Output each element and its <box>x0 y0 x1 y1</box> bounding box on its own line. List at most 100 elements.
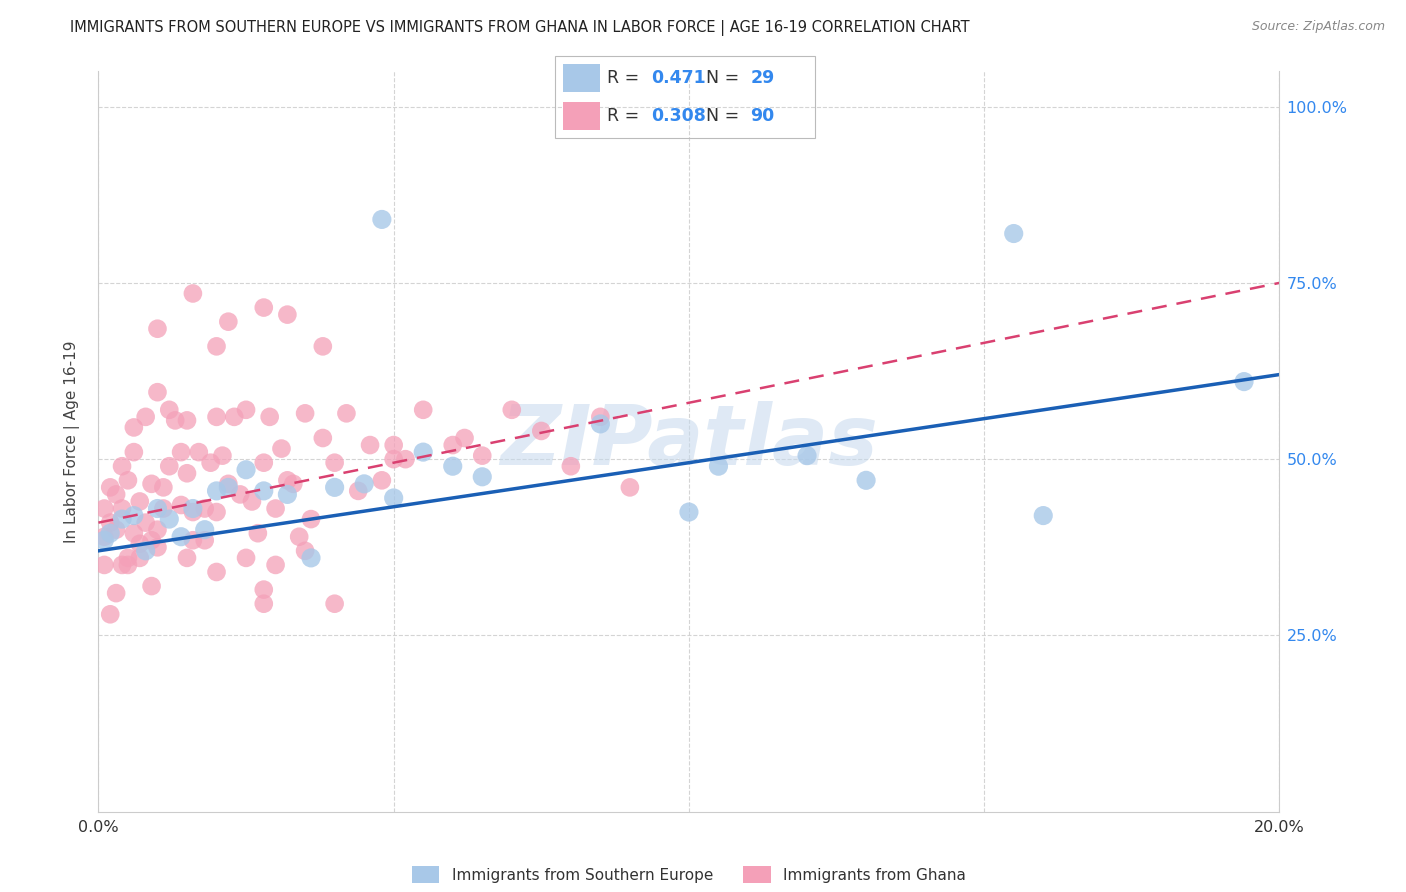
Point <box>299 550 322 565</box>
Point <box>501 402 523 417</box>
Point <box>276 487 298 501</box>
Point <box>146 541 169 555</box>
Point <box>181 501 204 516</box>
Point <box>146 322 169 336</box>
Point <box>441 438 464 452</box>
Point <box>176 467 198 481</box>
Point <box>560 459 582 474</box>
Point <box>128 494 150 508</box>
Point <box>122 445 145 459</box>
Point <box>170 530 193 544</box>
Point <box>187 445 209 459</box>
Point <box>217 315 239 329</box>
Point <box>796 449 818 463</box>
Point <box>855 473 877 487</box>
Point <box>146 523 169 537</box>
Point <box>471 449 494 463</box>
Point <box>235 463 257 477</box>
Point <box>382 438 405 452</box>
Point <box>135 516 157 530</box>
Y-axis label: In Labor Force | Age 16-19: In Labor Force | Age 16-19 <box>63 340 80 543</box>
Point <box>264 501 287 516</box>
Point <box>181 505 204 519</box>
Point <box>1233 375 1256 389</box>
Legend: Immigrants from Southern Europe, Immigrants from Ghana: Immigrants from Southern Europe, Immigra… <box>406 860 972 889</box>
Point <box>412 402 434 417</box>
Point <box>1032 508 1054 523</box>
Point <box>117 473 139 487</box>
Point <box>105 487 128 501</box>
Point <box>1002 227 1025 241</box>
Point <box>471 470 494 484</box>
Text: N =: N = <box>706 107 740 125</box>
Point <box>619 480 641 494</box>
Point <box>270 442 292 456</box>
Point <box>176 413 198 427</box>
Point <box>105 523 128 537</box>
Point <box>253 597 276 611</box>
Point <box>253 483 276 498</box>
Point <box>394 452 416 467</box>
Point <box>589 417 612 431</box>
Point <box>93 533 115 548</box>
Point <box>276 473 298 487</box>
Point <box>98 607 121 622</box>
Point <box>589 409 612 424</box>
Point <box>93 558 115 572</box>
Point <box>371 473 394 487</box>
Point <box>382 491 405 505</box>
Point <box>128 550 150 565</box>
Point <box>224 409 246 424</box>
Point <box>165 413 187 427</box>
Point <box>141 533 163 548</box>
Point <box>93 501 115 516</box>
Text: IMMIGRANTS FROM SOUTHERN EUROPE VS IMMIGRANTS FROM GHANA IN LABOR FORCE | AGE 16: IMMIGRANTS FROM SOUTHERN EUROPE VS IMMIG… <box>70 20 970 36</box>
Point <box>157 512 180 526</box>
Point <box>276 308 298 322</box>
Point <box>170 445 193 459</box>
Text: 90: 90 <box>751 107 775 125</box>
Point <box>288 530 311 544</box>
Point <box>347 483 370 498</box>
Point <box>194 533 217 548</box>
Point <box>181 533 204 548</box>
Point <box>146 385 169 400</box>
Point <box>117 550 139 565</box>
Point <box>323 456 346 470</box>
Point <box>264 558 287 572</box>
Point <box>312 339 335 353</box>
Text: Source: ZipAtlas.com: Source: ZipAtlas.com <box>1251 20 1385 33</box>
Point <box>176 550 198 565</box>
Point <box>323 597 346 611</box>
Point <box>111 558 134 572</box>
Point <box>117 558 139 572</box>
Point <box>170 498 193 512</box>
Point <box>312 431 335 445</box>
Point <box>353 476 375 491</box>
Text: ZIPatlas: ZIPatlas <box>501 401 877 482</box>
Point <box>135 544 157 558</box>
Text: N =: N = <box>706 70 740 87</box>
Point <box>283 476 305 491</box>
Point <box>152 480 174 494</box>
Point <box>217 480 239 494</box>
Point <box>205 565 228 579</box>
Point <box>707 459 730 474</box>
Point <box>181 286 204 301</box>
Point <box>453 431 475 445</box>
Point <box>200 456 222 470</box>
Point <box>135 409 157 424</box>
Point <box>299 512 322 526</box>
Point <box>235 550 257 565</box>
Point <box>246 526 269 541</box>
Point <box>678 505 700 519</box>
Point <box>111 501 134 516</box>
Point <box>294 544 316 558</box>
Point <box>128 537 150 551</box>
Point <box>371 212 394 227</box>
Point <box>359 438 381 452</box>
Point <box>530 424 553 438</box>
Point <box>98 526 121 541</box>
Point <box>441 459 464 474</box>
Point <box>235 402 257 417</box>
